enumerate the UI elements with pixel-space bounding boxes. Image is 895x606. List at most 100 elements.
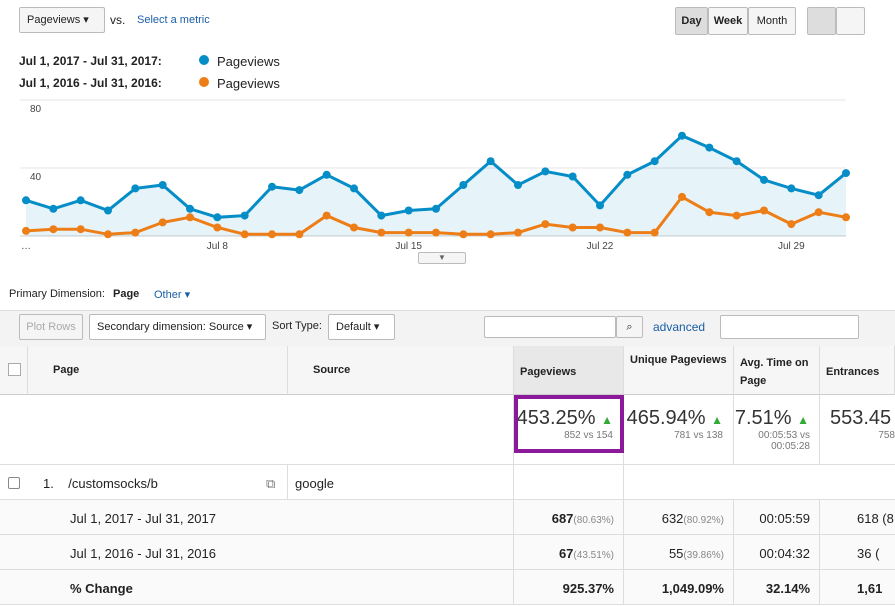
change: 553.45: [830, 407, 892, 429]
point: [104, 206, 112, 215]
value: 632: [661, 511, 684, 526]
point: [131, 184, 140, 193]
detail: 781 vs 138: [674, 430, 723, 441]
point: [596, 223, 604, 232]
subrow-entrances: 36 (: [857, 546, 880, 561]
row-empty: [514, 465, 624, 499]
line-chart-button[interactable]: [807, 7, 836, 35]
x-tick-label: Jul 15: [395, 241, 422, 252]
other: Other: [154, 289, 182, 301]
legend-dot: [199, 55, 209, 65]
th-pageviews[interactable]: Pageviews: [514, 346, 624, 395]
point: [814, 191, 823, 200]
subrow: Jul 1, 2017 - Jul 31, 2017 687(80.63%) 632…: [0, 500, 895, 535]
point: [377, 211, 386, 220]
subrow-label: Jul 1, 2016 - Jul 31, 2016: [28, 535, 514, 569]
legend-period: Jul 1, 2017 - Jul 31, 2017:: [19, 54, 162, 68]
view-buttons[interactable]: [720, 315, 859, 339]
subrow-unique: 55(39.86%): [624, 535, 734, 569]
point: [760, 175, 768, 184]
vs: vs.: [110, 13, 126, 27]
change: 453.25% ▲: [516, 407, 613, 429]
totals-row: 453.25% ▲ 852 vs 154 465.94% ▲ 781 vs 138 …: [0, 395, 895, 465]
collapse-handle[interactable]: ▼: [418, 252, 466, 264]
dimension-active[interactable]: Page: [113, 288, 140, 300]
point: [404, 228, 413, 237]
point: [623, 170, 632, 179]
point: [268, 182, 276, 191]
point: [732, 157, 741, 166]
x-tick-label: Jul 29: [778, 241, 805, 252]
totals-empty: [0, 395, 514, 464]
checkbox[interactable]: [8, 477, 20, 489]
percent: (80.92%): [683, 515, 724, 526]
percent: (80.63%): [573, 515, 614, 526]
page[interactable]: /customsocks/b: [68, 476, 158, 491]
sort: Default: [336, 321, 371, 333]
point: [104, 230, 112, 239]
subrow-pageviews: 687(80.63%): [514, 500, 624, 534]
legend-dot: [199, 77, 209, 87]
point: [22, 226, 30, 235]
point: [350, 223, 358, 232]
x-tick-label: Jul 22: [587, 241, 614, 252]
th-source[interactable]: Source: [288, 346, 514, 395]
point: [705, 143, 714, 152]
advanced-link[interactable]: advanced: [653, 320, 706, 334]
checkbox[interactable]: [8, 363, 21, 376]
subrow-time: 00:05:59: [734, 500, 820, 534]
point: [650, 157, 659, 166]
subrow-label: Jul 1, 2017 - Jul 31, 2017: [28, 500, 514, 534]
value: 465.94%: [626, 407, 706, 429]
value: 453.25%: [516, 407, 596, 429]
point: [459, 230, 468, 239]
th-page[interactable]: Page: [28, 346, 288, 395]
select-metric[interactable]: Select a metric: [137, 14, 210, 26]
point: [22, 196, 30, 205]
subrow-pageviews: 925.37%: [514, 570, 624, 604]
point: [322, 170, 331, 179]
legend-name: Pageviews: [217, 54, 280, 69]
point: [268, 230, 276, 239]
subrow-unique: 1,049.09%: [624, 570, 734, 604]
dimension-label: Primary Dimension:: [9, 288, 105, 300]
day-button[interactable]: Day: [675, 7, 708, 35]
point: [568, 172, 577, 181]
search-input[interactable]: [484, 316, 616, 338]
subrow: Jul 1, 2016 - Jul 31, 2016 67(43.51%) 55(3…: [0, 535, 895, 570]
point: [432, 204, 440, 213]
point: [541, 220, 550, 229]
th-entrances[interactable]: Entrances: [820, 346, 895, 395]
totals-unique: 465.94% ▲ 781 vs 138: [624, 395, 734, 464]
point: [486, 157, 495, 166]
point: [350, 184, 358, 193]
change: 465.94% ▲: [626, 407, 723, 429]
search-button[interactable]: ⌕: [616, 316, 643, 338]
week-button[interactable]: Week: [708, 7, 748, 35]
subrow-unique: 632(80.92%): [624, 500, 734, 534]
point: [186, 213, 194, 222]
metric-select[interactable]: Pageviews ▾: [19, 7, 105, 33]
sort-select[interactable]: Default ▾: [328, 314, 395, 340]
point: [213, 213, 222, 222]
month-button[interactable]: Month: [748, 7, 796, 35]
point: [842, 169, 850, 178]
point: [678, 192, 686, 201]
point: [158, 218, 167, 227]
motion-chart-button[interactable]: [836, 7, 865, 35]
plot-rows[interactable]: Plot Rows: [19, 314, 83, 340]
point: [596, 201, 604, 210]
point: [459, 181, 468, 189]
row-source[interactable]: google: [288, 465, 514, 499]
point: [322, 211, 331, 220]
subrow-entrances: 1,61: [857, 581, 883, 596]
point: [432, 228, 440, 237]
value: 1,049.09%: [661, 581, 724, 596]
th-unique[interactable]: Unique Pageviews: [624, 346, 734, 395]
value: 7.51%: [734, 407, 792, 429]
th-time[interactable]: Avg. Time on Page: [734, 346, 820, 395]
point: [486, 230, 495, 239]
secondary-dimension[interactable]: Secondary dimension: Source ▾: [89, 314, 266, 340]
dimension-other[interactable]: Other ▾: [154, 289, 191, 301]
